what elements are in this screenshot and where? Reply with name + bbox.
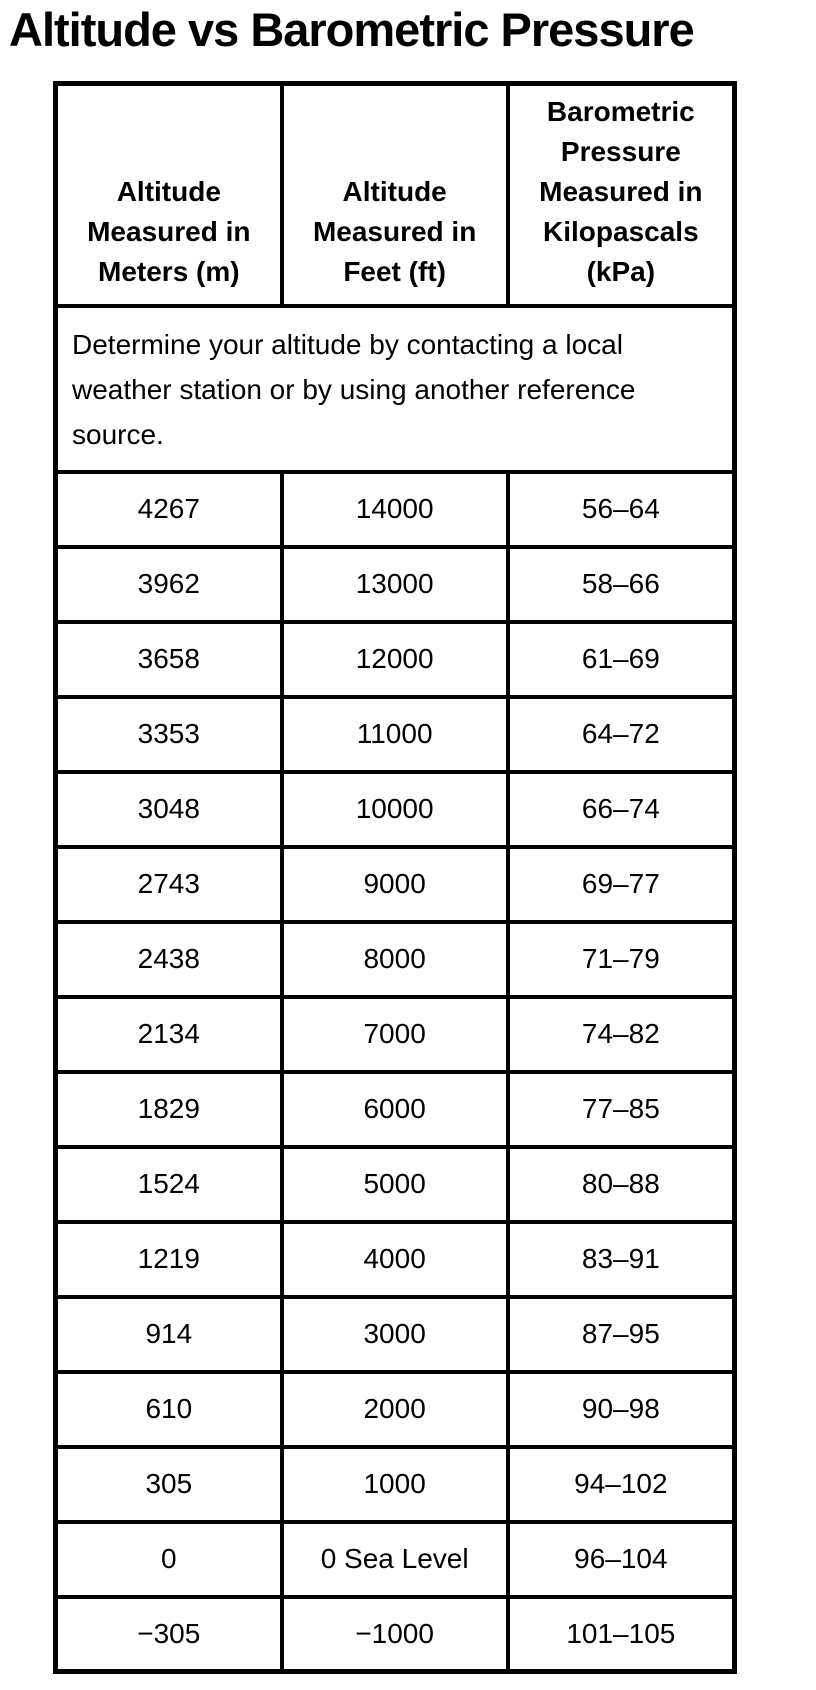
pressure-cell: 69–77 [505, 844, 737, 924]
feet-cell: 1000 [279, 1444, 510, 1524]
feet-cell: 0 Sea Level [279, 1519, 510, 1599]
meters-cell: 1829 [53, 1069, 284, 1149]
pressure-cell: 64–72 [505, 694, 737, 774]
pressure-cell: 83–91 [505, 1219, 737, 1299]
table-note: Determine your altitude by contacting a … [53, 303, 737, 474]
table-row: 3048 10000 66–74 [53, 769, 737, 849]
meters-cell: 3048 [53, 769, 284, 849]
feet-cell: 8000 [279, 919, 510, 999]
table-row: −305 −1000 101–105 [53, 1594, 737, 1674]
feet-cell: 2000 [279, 1369, 510, 1449]
feet-cell: 5000 [279, 1144, 510, 1224]
feet-cell: 6000 [279, 1069, 510, 1149]
meters-cell: 3962 [53, 544, 284, 624]
pressure-cell: 71–79 [505, 919, 737, 999]
header-altitude-meters: Altitude Measured in Meters (m) [53, 81, 284, 308]
pressure-cell: 96–104 [505, 1519, 737, 1599]
pressure-cell: 74–82 [505, 994, 737, 1074]
feet-cell: 10000 [279, 769, 510, 849]
feet-cell: 13000 [279, 544, 510, 624]
table-row: 3962 13000 58–66 [53, 544, 737, 624]
meters-cell: 0 [53, 1519, 284, 1599]
table-row: 3353 11000 64–72 [53, 694, 737, 774]
pressure-cell: 58–66 [505, 544, 737, 624]
table-row: 2134 7000 74–82 [53, 994, 737, 1074]
meters-cell: 3353 [53, 694, 284, 774]
meters-cell: 2134 [53, 994, 284, 1074]
table-row: 1829 6000 77–85 [53, 1069, 737, 1149]
meters-cell: 305 [53, 1444, 284, 1524]
meters-cell: 4267 [53, 469, 284, 549]
pressure-cell: 77–85 [505, 1069, 737, 1149]
table-note-row: Determine your altitude by contacting a … [53, 303, 737, 474]
table-row: 914 3000 87–95 [53, 1294, 737, 1374]
feet-cell: 11000 [279, 694, 510, 774]
meters-cell: 610 [53, 1369, 284, 1449]
altitude-pressure-table: Altitude Measured in Meters (m) Altitude… [53, 81, 737, 1674]
table-row: 610 2000 90–98 [53, 1369, 737, 1449]
meters-cell: 1219 [53, 1219, 284, 1299]
table-row: 305 1000 94–102 [53, 1444, 737, 1524]
feet-cell: 12000 [279, 619, 510, 699]
table-body: 4267 14000 56–64 3962 13000 58–66 3658 12000 61–… [53, 469, 737, 1674]
table-header-row: Altitude Measured in Meters (m) Altitude… [53, 81, 737, 308]
feet-cell: 4000 [279, 1219, 510, 1299]
feet-cell: 14000 [279, 469, 510, 549]
meters-cell: 2743 [53, 844, 284, 924]
feet-cell: 9000 [279, 844, 510, 924]
pressure-cell: 61–69 [505, 619, 737, 699]
pressure-cell: 66–74 [505, 769, 737, 849]
header-altitude-feet: Altitude Measured in Feet (ft) [279, 81, 510, 308]
feet-cell: −1000 [279, 1594, 510, 1674]
pressure-cell: 80–88 [505, 1144, 737, 1224]
feet-cell: 3000 [279, 1294, 510, 1374]
table-row: 4267 14000 56–64 [53, 469, 737, 549]
meters-cell: 914 [53, 1294, 284, 1374]
table-row: 1219 4000 83–91 [53, 1219, 737, 1299]
pressure-cell: 101–105 [505, 1594, 737, 1674]
pressure-cell: 87–95 [505, 1294, 737, 1374]
pressure-cell: 56–64 [505, 469, 737, 549]
pressure-cell: 94–102 [505, 1444, 737, 1524]
pressure-cell: 90–98 [505, 1369, 737, 1449]
meters-cell: 3658 [53, 619, 284, 699]
meters-cell: 1524 [53, 1144, 284, 1224]
table-row: 2438 8000 71–79 [53, 919, 737, 999]
meters-cell: 2438 [53, 919, 284, 999]
feet-cell: 7000 [279, 994, 510, 1074]
page-title: Altitude vs Barometric Pressure [9, 3, 695, 56]
table-row: 3658 12000 61–69 [53, 619, 737, 699]
table-row: 1524 5000 80–88 [53, 1144, 737, 1224]
meters-cell: −305 [53, 1594, 284, 1674]
header-barometric-pressure: Barometric Pressure Measured in Kilopasc… [505, 81, 737, 308]
table-row: 2743 9000 69–77 [53, 844, 737, 924]
